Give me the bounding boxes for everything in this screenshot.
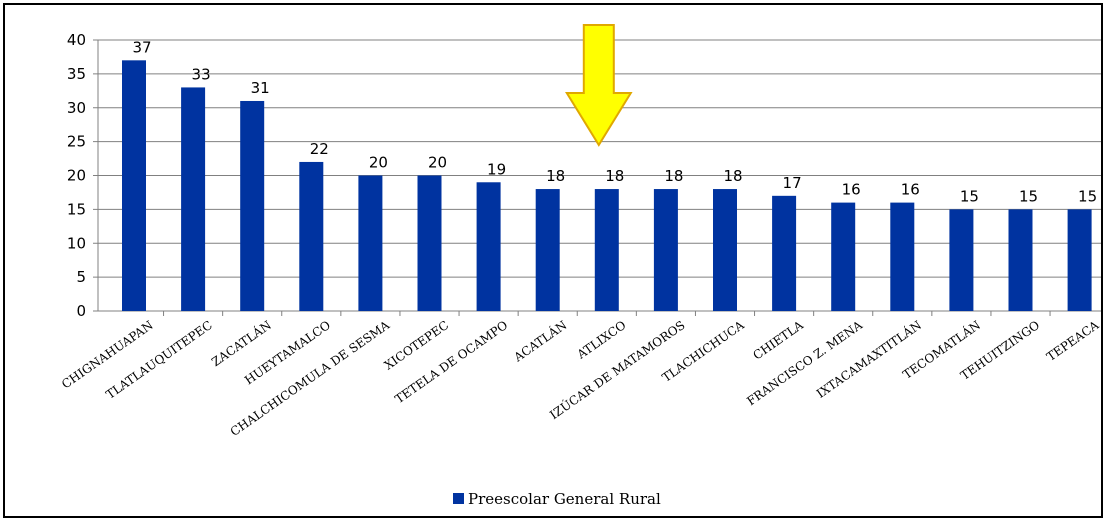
data-label: 17 — [783, 174, 802, 192]
data-label: 19 — [487, 160, 506, 178]
data-label: 16 — [901, 181, 920, 199]
data-label: 18 — [664, 167, 683, 185]
data-label: 15 — [1078, 187, 1097, 205]
bar — [535, 189, 560, 311]
bar — [122, 60, 146, 312]
category-label: TLATLAUQUITEPEC — [103, 318, 214, 402]
data-label: 18 — [546, 167, 565, 185]
category-label: ACATLÁN — [510, 317, 569, 365]
y-axis-ticks: 0 5 10 15 20 25 30 35 40 — [67, 31, 98, 320]
y-tick-label: 15 — [67, 200, 86, 218]
data-label: 37 — [132, 38, 151, 56]
bar — [653, 189, 678, 311]
data-label: 20 — [428, 154, 447, 172]
bar-chart: 0 5 10 15 20 25 30 35 40 37 33 31 22 20 20 19 18 18 18 18 1… — [59, 24, 1101, 508]
bar — [831, 202, 856, 311]
bar — [240, 100, 265, 311]
bar — [1067, 209, 1092, 311]
data-label: 20 — [369, 154, 388, 172]
y-tick-label: 10 — [67, 234, 86, 252]
bar — [1008, 209, 1033, 311]
chart-frame: 0 5 10 15 20 25 30 35 40 37 33 31 22 20 20 19 18 18 18 18 1… — [3, 3, 1103, 518]
legend: Preescolar General Rural — [453, 490, 661, 508]
category-label: FRANCISCO Z. MENA — [744, 318, 865, 409]
category-label: IXTACAMAXTITLÁN — [813, 317, 924, 401]
data-labels: 37 33 31 22 20 20 19 18 18 18 18 17 16 16 15 15 15 — [132, 38, 1097, 205]
data-label: 18 — [723, 167, 742, 185]
legend-label: Preescolar General Rural — [468, 490, 661, 508]
highlight-arrow — [565, 24, 633, 147]
down-arrow-icon — [565, 24, 633, 147]
y-tick-label: 40 — [67, 31, 86, 49]
y-tick-label: 0 — [76, 302, 86, 320]
data-label: 18 — [605, 167, 624, 185]
bar — [181, 87, 206, 311]
bar — [299, 161, 324, 311]
data-label: 15 — [960, 187, 979, 205]
category-label: ATLIXCO — [574, 318, 629, 362]
data-label: 22 — [310, 140, 329, 158]
data-label: 31 — [251, 79, 270, 97]
bar — [890, 202, 915, 311]
category-labels: CHIGNAHUAPANTLATLAUQUITEPECZACATLÁNHUEYT… — [59, 316, 1101, 439]
legend-swatch — [453, 493, 464, 504]
y-tick-label: 5 — [76, 268, 86, 286]
y-tick-label: 25 — [67, 133, 86, 151]
bar — [772, 195, 797, 311]
bar — [949, 209, 974, 311]
y-tick-label: 35 — [67, 65, 86, 83]
data-label: 33 — [192, 65, 211, 83]
data-label: 15 — [1019, 187, 1038, 205]
y-tick-label: 20 — [67, 167, 86, 185]
bar — [594, 189, 619, 311]
bar — [417, 175, 442, 311]
category-label: TETELA DE OCAMPO — [392, 318, 510, 406]
data-label: 16 — [842, 181, 861, 199]
bar — [358, 175, 383, 311]
category-label: TEPEACA — [1044, 318, 1101, 364]
category-label: CHIETLA — [750, 318, 806, 363]
y-tick-label: 30 — [67, 99, 86, 117]
bar — [713, 189, 737, 311]
bars — [122, 60, 1092, 312]
bar — [476, 182, 501, 311]
